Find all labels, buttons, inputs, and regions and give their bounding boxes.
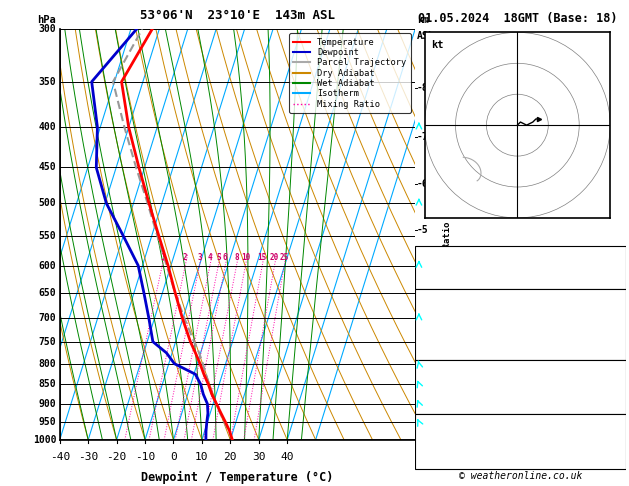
Bar [415, 360, 626, 414]
Text: km: km [417, 15, 429, 25]
Text: 1: 1 [613, 386, 620, 397]
Text: SREH: SREH [423, 436, 448, 447]
Text: 7: 7 [613, 405, 620, 415]
Text: θᴄ (K): θᴄ (K) [423, 378, 461, 387]
Text: 300: 300 [38, 24, 56, 34]
Text: K: K [423, 248, 430, 258]
Text: 0: 0 [170, 452, 177, 462]
Text: 1000: 1000 [594, 368, 620, 378]
Text: CAPE (J): CAPE (J) [423, 340, 474, 349]
Text: 318: 318 [601, 319, 620, 330]
Text: Surface: Surface [499, 289, 542, 299]
Text: -4: -4 [417, 270, 429, 279]
Text: Dewpoint / Temperature (°C): Dewpoint / Temperature (°C) [142, 470, 333, 484]
Text: 9: 9 [613, 458, 620, 469]
Text: Lifted Index: Lifted Index [423, 386, 499, 397]
Text: 10: 10 [241, 253, 250, 262]
Text: 4: 4 [208, 253, 212, 262]
Text: 900: 900 [38, 399, 56, 409]
Text: -3: -3 [417, 313, 429, 324]
Text: Most Unstable: Most Unstable [480, 359, 561, 369]
Text: 10: 10 [195, 452, 209, 462]
Text: -8: -8 [417, 83, 429, 92]
Text: kt: kt [431, 40, 443, 50]
Text: -2: -2 [417, 357, 429, 366]
Text: CIN (J): CIN (J) [423, 405, 467, 415]
Text: 750: 750 [38, 337, 56, 347]
Text: StmSpd (kt): StmSpd (kt) [423, 458, 493, 469]
Bar [415, 246, 626, 289]
Text: -LCL: -LCL [417, 382, 440, 393]
Text: 1: 1 [160, 253, 165, 262]
Text: 11.4: 11.4 [594, 309, 620, 319]
Text: CAPE (J): CAPE (J) [423, 396, 474, 406]
Text: 3: 3 [197, 253, 202, 262]
Text: 1: 1 [613, 330, 620, 339]
Text: PW (cm): PW (cm) [423, 277, 467, 287]
Text: 800: 800 [38, 359, 56, 369]
Text: 80: 80 [607, 340, 620, 349]
Text: 15: 15 [258, 253, 267, 262]
Text: ASL: ASL [417, 31, 435, 41]
Text: Totals Totals: Totals Totals [423, 262, 505, 272]
Text: Lifted Index: Lifted Index [423, 330, 499, 339]
Text: 01.05.2024  18GMT (Base: 18): 01.05.2024 18GMT (Base: 18) [418, 12, 618, 25]
Text: -6: -6 [417, 179, 429, 189]
Text: 53°06'N  23°10'E  143m ASL: 53°06'N 23°10'E 143m ASL [140, 9, 335, 22]
Text: 700: 700 [38, 313, 56, 323]
Text: 25: 25 [280, 253, 289, 262]
Text: 24: 24 [607, 426, 620, 435]
Text: 80: 80 [607, 396, 620, 406]
Text: -10: -10 [135, 452, 155, 462]
Text: © weatheronline.co.uk: © weatheronline.co.uk [459, 470, 582, 481]
Text: 22: 22 [607, 436, 620, 447]
Text: Temp (°C): Temp (°C) [423, 299, 480, 309]
Text: EH: EH [423, 426, 436, 435]
Text: 40: 40 [281, 452, 294, 462]
Text: 282°: 282° [594, 448, 620, 457]
Text: CIN (J): CIN (J) [423, 349, 467, 360]
Text: 20: 20 [270, 253, 279, 262]
Text: 1000: 1000 [33, 435, 56, 445]
Text: 30: 30 [252, 452, 265, 462]
Text: 650: 650 [38, 288, 56, 298]
Text: Dewp (°C): Dewp (°C) [423, 309, 480, 319]
Text: 850: 850 [38, 380, 56, 389]
Text: 600: 600 [38, 260, 56, 271]
Text: 550: 550 [38, 231, 56, 241]
Text: Hodograph: Hodograph [493, 415, 548, 425]
Text: 6: 6 [223, 253, 228, 262]
Text: θᴄ(K): θᴄ(K) [423, 319, 455, 330]
Text: 7: 7 [613, 349, 620, 360]
Text: 44: 44 [607, 262, 620, 272]
Text: -20: -20 [106, 452, 126, 462]
Bar [415, 414, 626, 469]
Text: 500: 500 [38, 198, 56, 208]
Text: 318: 318 [601, 378, 620, 387]
Text: StmDir: StmDir [423, 448, 461, 457]
Text: -7: -7 [417, 132, 429, 141]
Text: 20.7: 20.7 [594, 299, 620, 309]
Text: -30: -30 [78, 452, 98, 462]
Text: Pressure (mb): Pressure (mb) [423, 368, 505, 378]
Text: 350: 350 [38, 77, 56, 87]
Text: 8: 8 [234, 253, 239, 262]
Text: -1: -1 [417, 399, 429, 409]
Text: -40: -40 [50, 452, 70, 462]
Text: 1.59: 1.59 [594, 277, 620, 287]
Text: hPa: hPa [38, 15, 56, 25]
Text: Mixing Ratio (g/kg): Mixing Ratio (g/kg) [443, 183, 452, 286]
Text: 2: 2 [183, 253, 187, 262]
Text: 6: 6 [613, 248, 620, 258]
Text: 400: 400 [38, 122, 56, 132]
Legend: Temperature, Dewpoint, Parcel Trajectory, Dry Adiabat, Wet Adiabat, Isotherm, Mi: Temperature, Dewpoint, Parcel Trajectory… [289, 34, 411, 113]
Text: 950: 950 [38, 417, 56, 427]
Text: -5: -5 [417, 226, 429, 235]
Text: 5: 5 [216, 253, 221, 262]
Text: 450: 450 [38, 162, 56, 173]
Bar [415, 289, 626, 360]
Text: 20: 20 [223, 452, 237, 462]
